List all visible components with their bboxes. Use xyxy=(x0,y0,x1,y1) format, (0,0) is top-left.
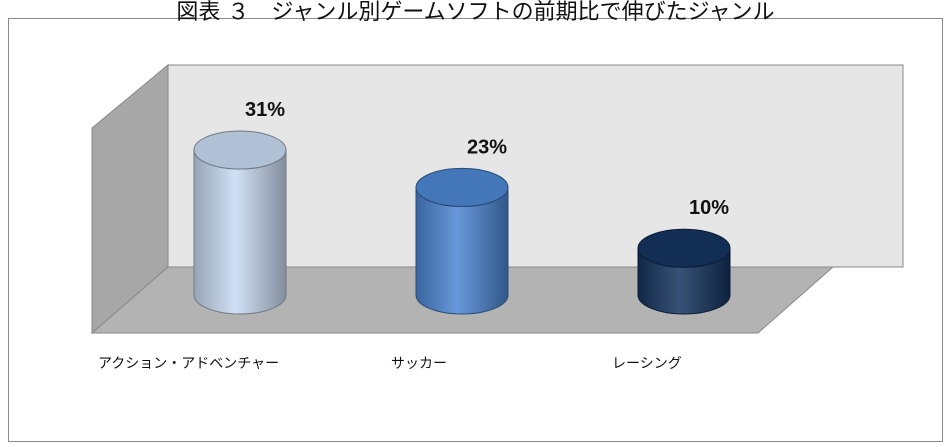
value-label-2: 23% xyxy=(467,136,507,158)
category-label-2: サッカー xyxy=(391,356,447,372)
bar-2 xyxy=(415,167,509,315)
bar-top-2 xyxy=(415,167,509,207)
value-label-3: 10% xyxy=(689,197,729,219)
bar-top-1 xyxy=(193,130,287,170)
bar-group xyxy=(193,130,731,315)
bar-3 xyxy=(637,228,731,315)
bar-body-1 xyxy=(193,149,287,315)
bar-1 xyxy=(193,130,287,315)
category-label-group: アクション・アドベンチャー サッカー レーシング xyxy=(98,356,682,372)
category-label-3: レーシング xyxy=(612,356,682,372)
value-label-group: 31% 23% 10% xyxy=(245,99,729,219)
bar-top-3 xyxy=(637,228,731,268)
chart-caption: 図表 ３ ジャンル別ゲームソフトの前期比で伸びたジャンル xyxy=(176,0,775,25)
category-label-1: アクション・アドベンチャー xyxy=(98,356,279,372)
value-label-1: 31% xyxy=(245,99,285,121)
